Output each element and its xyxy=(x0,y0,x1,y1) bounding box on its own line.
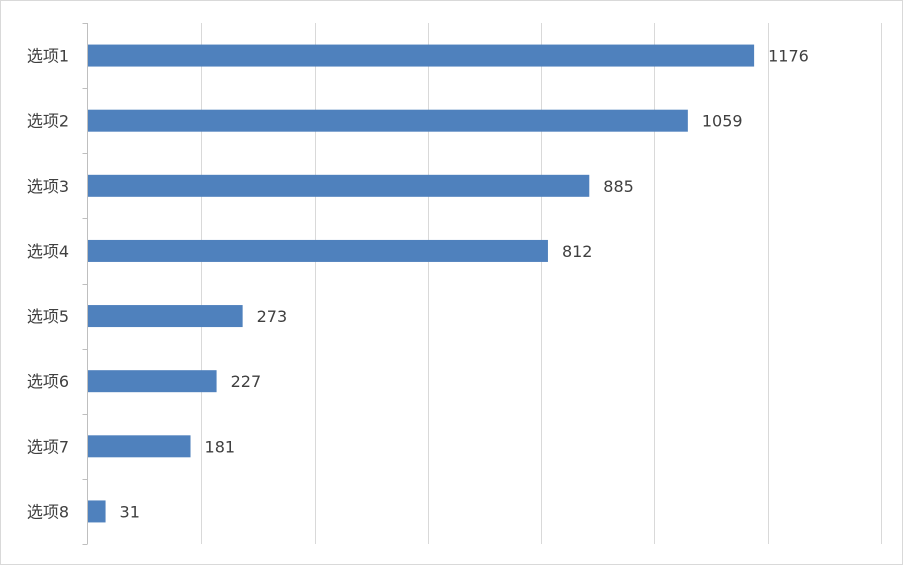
data-label: 31 xyxy=(120,502,140,521)
category-label: 选项3 xyxy=(27,177,69,196)
bar xyxy=(88,500,106,523)
gridlines xyxy=(201,23,882,544)
data-label: 1176 xyxy=(768,47,809,66)
bar xyxy=(88,370,217,393)
bar xyxy=(88,174,590,197)
data-label: 812 xyxy=(562,242,593,261)
bar xyxy=(88,305,243,328)
category-label: 选项5 xyxy=(27,307,69,326)
data-label: 181 xyxy=(205,437,236,456)
bar xyxy=(88,239,548,262)
labels: 选项1 1176 选项2 1059 选项3 885 选项4 812 选项5 273 选项6 227 选项… xyxy=(27,47,809,522)
category-axis xyxy=(82,23,88,545)
category-label: 选项6 xyxy=(27,372,69,391)
category-label: 选项8 xyxy=(27,502,69,521)
category-label: 选项1 xyxy=(27,47,69,66)
bar xyxy=(88,109,688,132)
category-label: 选项7 xyxy=(27,437,69,456)
bar xyxy=(88,435,191,458)
data-label: 273 xyxy=(257,307,288,326)
data-label: 227 xyxy=(231,372,262,391)
bars xyxy=(88,44,755,523)
category-label: 选项4 xyxy=(27,242,69,261)
category-label: 选项2 xyxy=(27,112,69,131)
data-label: 1059 xyxy=(702,112,743,131)
bar xyxy=(88,44,755,67)
data-label: 885 xyxy=(603,177,634,196)
